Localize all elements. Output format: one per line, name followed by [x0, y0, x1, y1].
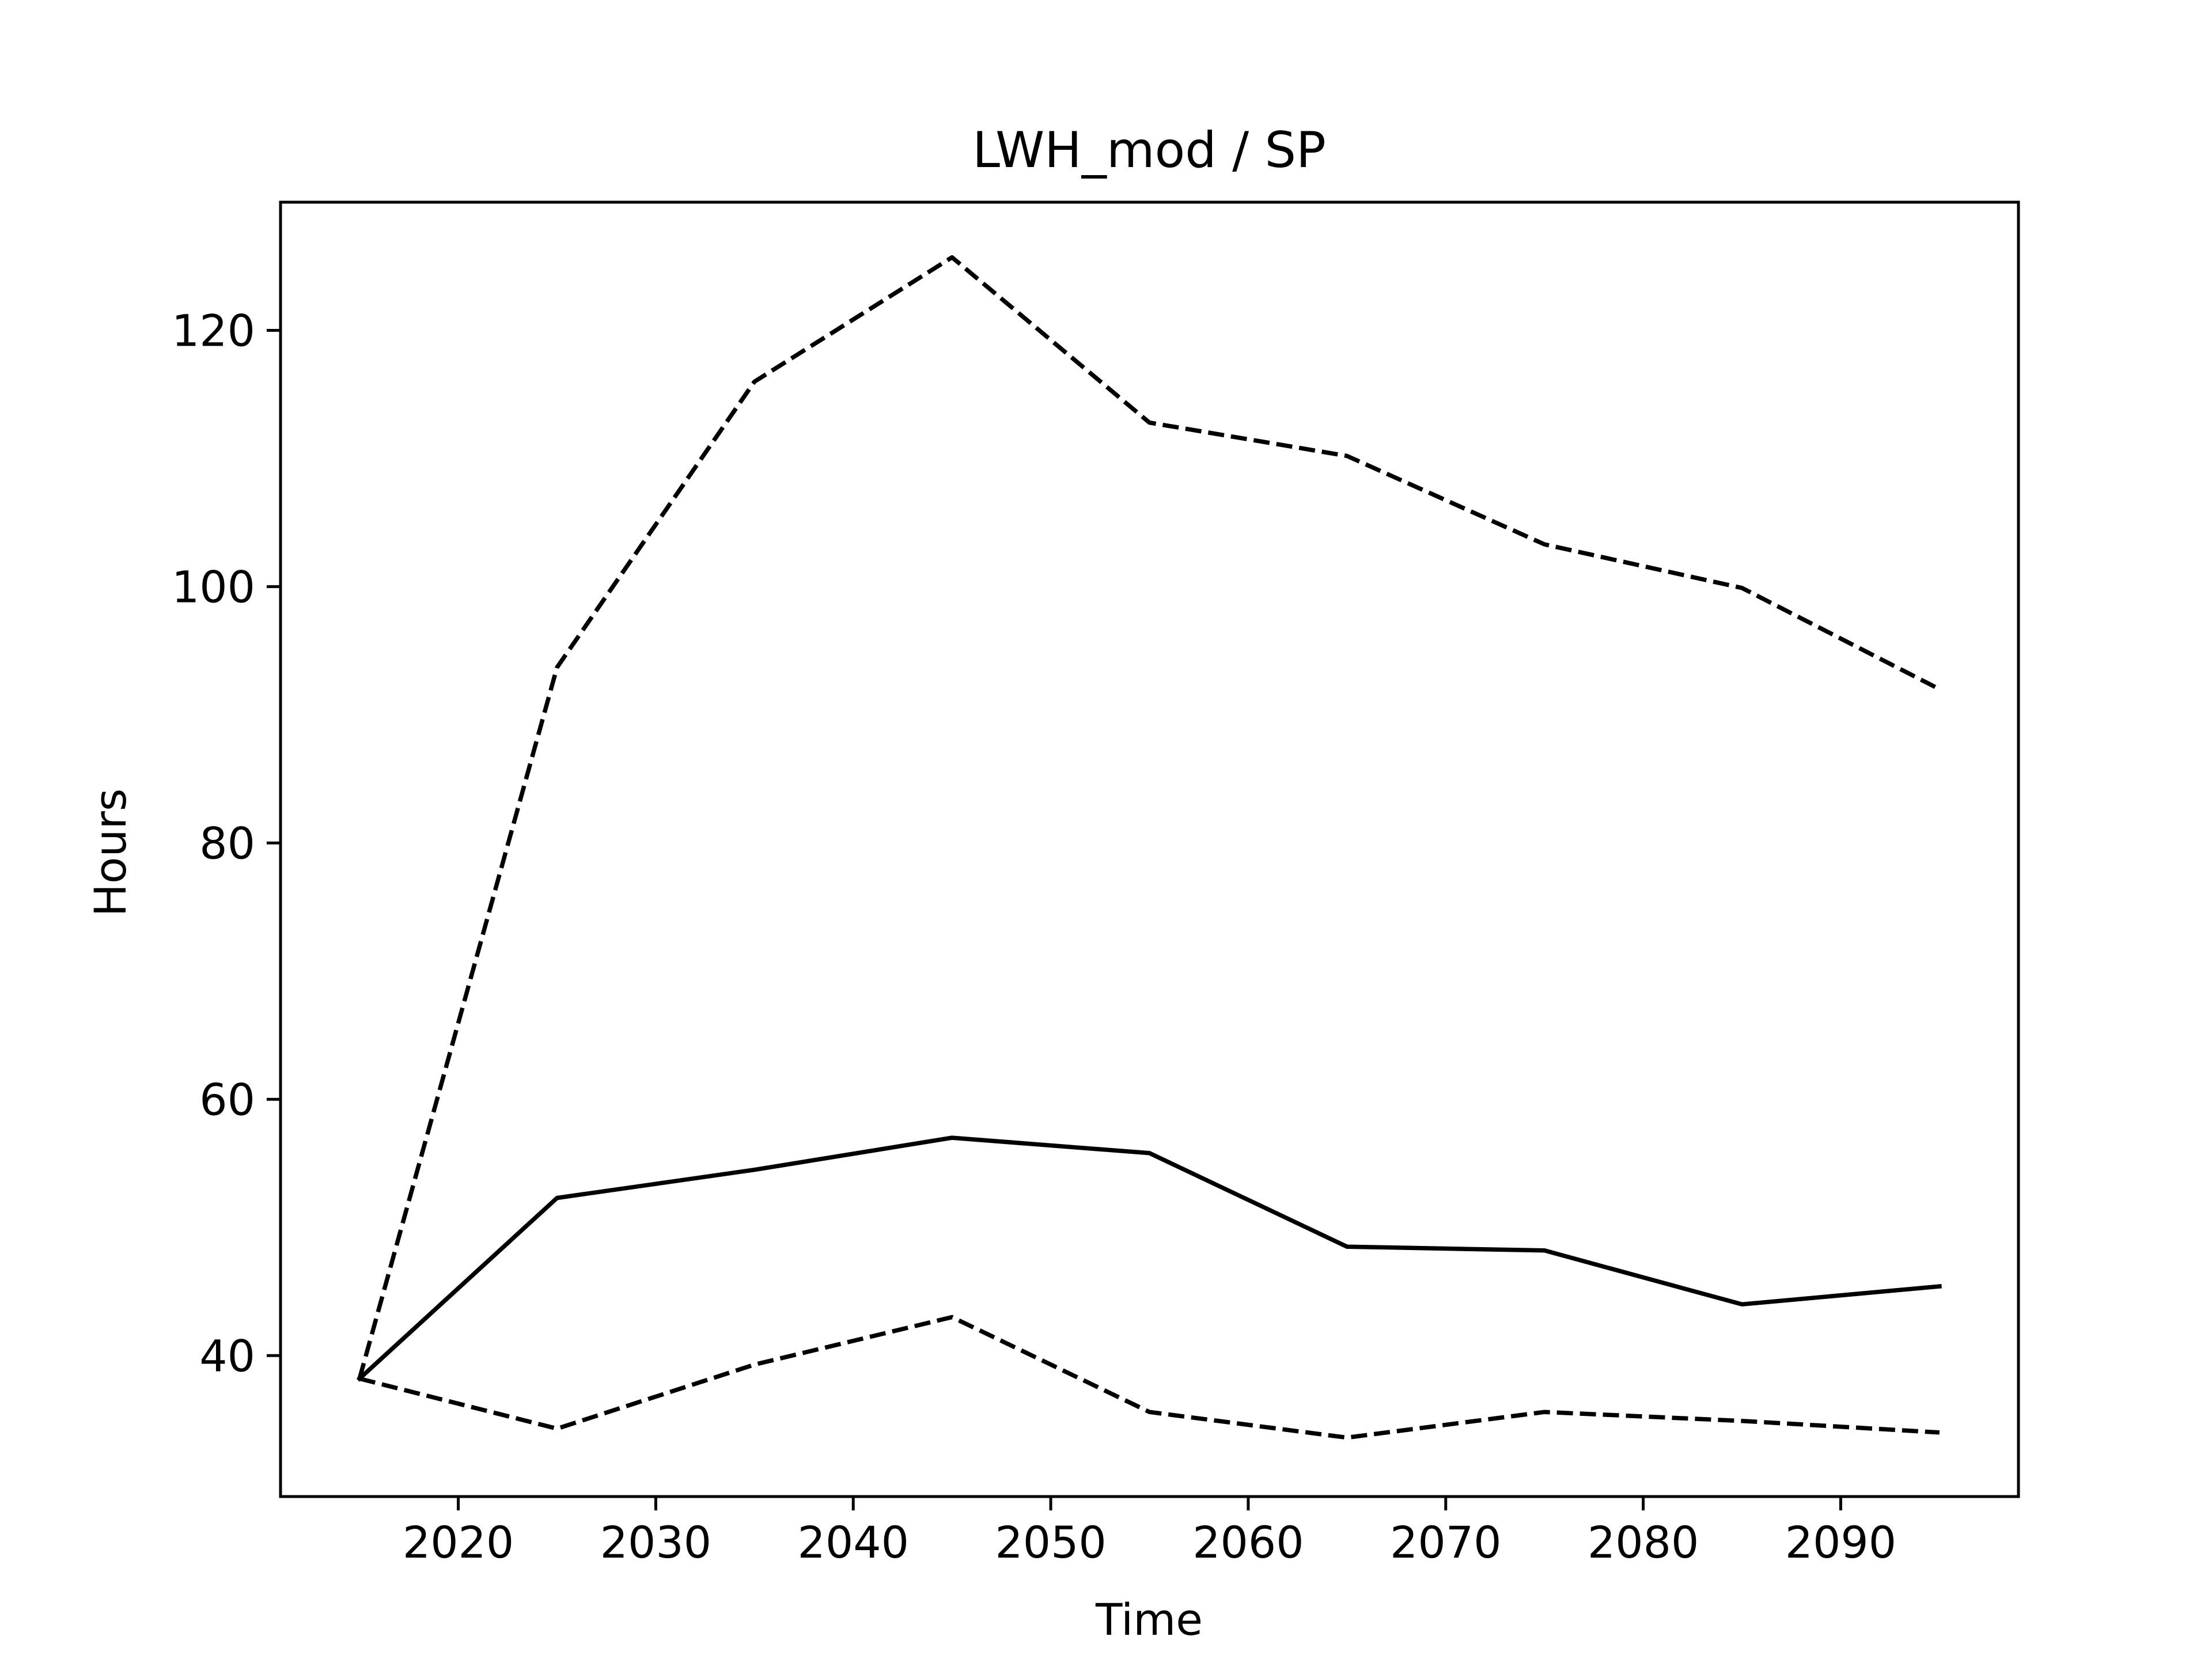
x-tick-label: 2070	[1390, 1517, 1501, 1568]
y-tick-label: 100	[172, 561, 255, 612]
dashed-series-line-2	[359, 1315, 1940, 1440]
dashed-series-line-1	[357, 255, 1941, 1380]
x-tick-label: 2030	[600, 1517, 711, 1568]
y-tick-label: 80	[199, 817, 255, 869]
x-tick-label: 2050	[995, 1517, 1106, 1568]
chart-title: LWH_mod / SP	[972, 122, 1326, 179]
x-axis-label: Time	[1095, 1594, 1203, 1645]
solid-series-line-0	[356, 1135, 1942, 1382]
y-tick-label: 60	[199, 1074, 255, 1125]
x-tick-label: 2020	[403, 1517, 514, 1568]
y-tick-label: 40	[199, 1330, 255, 1381]
y-axis-label: Hours	[85, 789, 136, 917]
y-tick-label: 120	[172, 305, 255, 356]
y-axis-ticks: 40 60 80 100 120	[172, 305, 281, 1381]
x-tick-label: 2090	[1785, 1517, 1896, 1568]
x-tick-label: 2060	[1192, 1517, 1304, 1568]
plot-frame	[279, 200, 2020, 1498]
series-layer	[356, 255, 1942, 1440]
x-tick-label: 2040	[798, 1517, 909, 1568]
x-axis-ticks: 2020 2030 2040 2050 2060 2070 2080 2090	[403, 1497, 1896, 1568]
x-tick-label: 2080	[1588, 1517, 1699, 1568]
